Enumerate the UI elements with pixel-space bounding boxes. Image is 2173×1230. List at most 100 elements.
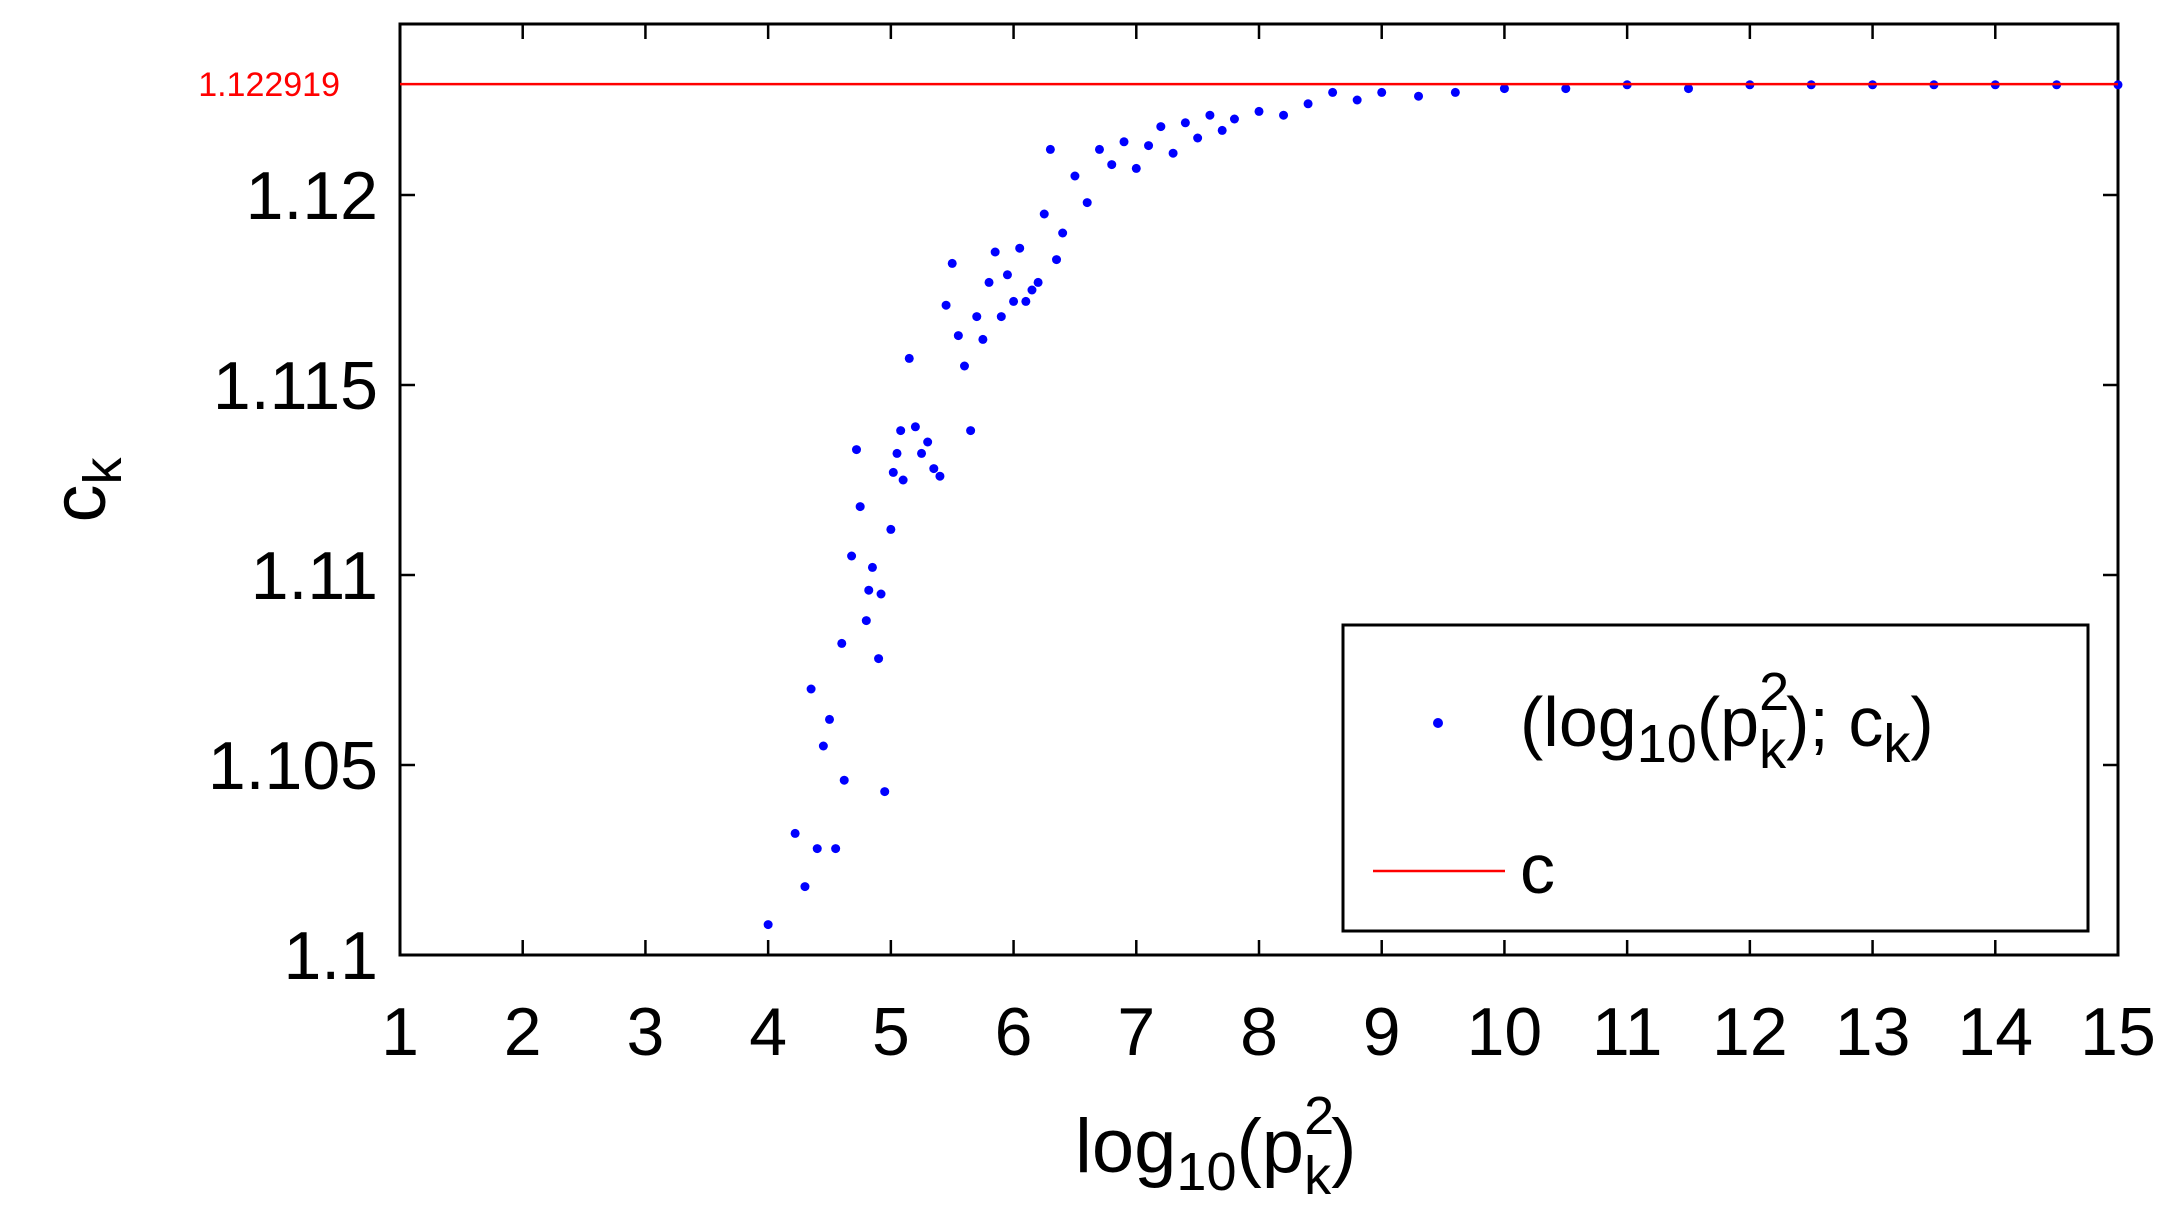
x-tick-label: 4: [749, 994, 787, 1070]
data-point: [923, 437, 933, 447]
x-tick-label: 8: [1240, 994, 1278, 1070]
data-point: [880, 787, 890, 797]
data-point: [990, 247, 1000, 257]
data-point: [1229, 114, 1239, 124]
data-point: [886, 524, 896, 534]
data-point: [1144, 141, 1154, 151]
legend-marker-points: [1433, 718, 1443, 728]
data-point: [1033, 277, 1043, 287]
legend-box: [1341, 623, 2090, 933]
data-point: [1303, 99, 1313, 109]
data-point: [1027, 285, 1037, 295]
data-point: [966, 426, 976, 436]
data-point: [1021, 296, 1031, 306]
data-point: [929, 464, 939, 474]
data-point: [1058, 228, 1068, 238]
data-point: [1015, 243, 1025, 253]
data-point: [1131, 163, 1141, 173]
data-point: [935, 471, 945, 481]
data-point: [839, 775, 849, 785]
legend-label-points: (log10(p2 k); ck): [1520, 662, 1934, 780]
data-point: [1070, 171, 1080, 181]
data-point: [1180, 118, 1190, 128]
data-point: [1205, 110, 1215, 120]
x-tick-label: 15: [2080, 994, 2156, 1070]
y-tick-label: 1.1: [283, 918, 378, 994]
data-point: [1193, 133, 1203, 143]
data-point: [892, 448, 902, 458]
data-point: [984, 277, 994, 287]
data-point: [1052, 255, 1062, 265]
reference-line-label: 1.122919: [198, 66, 340, 104]
data-point: [947, 258, 957, 268]
data-point: [812, 844, 822, 854]
data-point: [1414, 91, 1424, 101]
data-point: [855, 502, 865, 512]
data-point: [1009, 296, 1019, 306]
data-point: [1156, 122, 1166, 132]
data-point: [1328, 87, 1338, 97]
data-point: [1561, 84, 1571, 94]
data-point: [837, 638, 847, 648]
data-point: [825, 714, 834, 724]
data-point: [851, 445, 861, 455]
y-axis-title: ck: [37, 457, 133, 523]
data-point: [1279, 110, 1289, 120]
x-tick-label: 9: [1363, 994, 1401, 1070]
data-point: [1094, 144, 1104, 154]
data-point: [763, 920, 773, 930]
data-point: [896, 426, 906, 436]
data-point: [874, 654, 884, 664]
y-tick-label: 1.105: [208, 728, 378, 804]
y-tick-label: 1.115: [213, 348, 378, 424]
data-point: [1450, 87, 1460, 97]
data-point: [996, 312, 1006, 322]
data-point: [972, 312, 982, 322]
x-axis-title: log10(p2 k): [1075, 1086, 1356, 1206]
data-point: [1082, 198, 1092, 208]
data-point: [831, 844, 841, 854]
x-tick-label: 11: [1592, 994, 1663, 1070]
data-point: [867, 562, 877, 572]
x-tick-label: 1: [381, 994, 419, 1070]
data-point: [800, 882, 810, 892]
data-point: [1039, 209, 1049, 219]
x-tick-label: 5: [872, 994, 910, 1070]
data-point: [1045, 144, 1055, 154]
y-tick-labels: 1.1 1.105 1.11 1.115 1.12: [208, 158, 378, 994]
data-point: [1168, 148, 1178, 158]
data-point: [953, 331, 963, 341]
data-point: [978, 334, 988, 344]
x-tick-labels: 1 2 3 4 5 6 7 8 9 10 11 12 13 14 15: [381, 994, 2156, 1070]
data-point: [1352, 95, 1362, 105]
data-point: [888, 467, 898, 477]
data-point: [876, 589, 886, 599]
x-tick-label: 3: [627, 994, 665, 1070]
data-point: [959, 361, 969, 371]
x-tick-label: 2: [504, 994, 542, 1070]
data-point: [904, 353, 914, 363]
data-point: [790, 828, 800, 838]
x-tick-label: 12: [1712, 994, 1788, 1070]
y-tick-label: 1.11: [251, 538, 378, 614]
data-point: [1499, 84, 1509, 94]
data-point: [1002, 270, 1012, 280]
data-point: [1684, 84, 1693, 94]
x-tick-label: 10: [1467, 994, 1543, 1070]
data-point: [864, 585, 874, 595]
data-point: [910, 422, 920, 432]
data-point: [847, 551, 857, 561]
data-point: [818, 741, 828, 751]
legend-label-c: c: [1520, 830, 1555, 908]
data-point: [861, 616, 871, 626]
data-point: [1107, 160, 1117, 170]
data-point: [1217, 125, 1227, 135]
data-point: [806, 684, 816, 694]
x-tick-label: 13: [1835, 994, 1911, 1070]
x-tick-label: 6: [995, 994, 1033, 1070]
legend: (log10(p2 k); ck) c: [1341, 623, 2090, 933]
x-tick-label: 14: [1957, 994, 2033, 1070]
data-point: [941, 300, 951, 310]
data-point: [1119, 137, 1129, 147]
